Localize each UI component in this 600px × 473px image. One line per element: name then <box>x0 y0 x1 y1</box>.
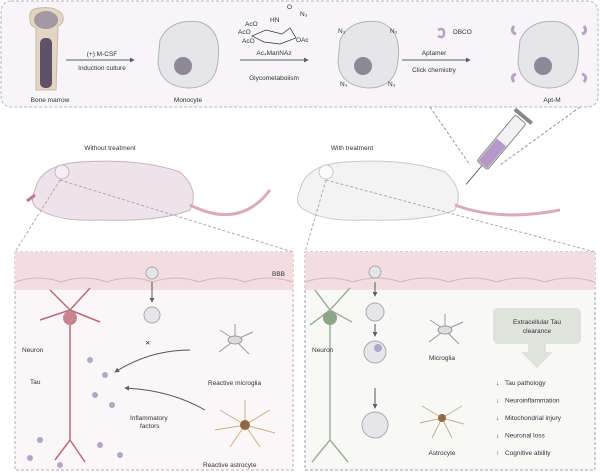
without-treatment-panel: BBB ✕ Neuron Tau Reactive microglia Infl… <box>14 251 294 471</box>
syringe-icon <box>465 107 533 185</box>
azide-cell-icon: N₃ N₃ N₃ N₃ <box>337 20 400 89</box>
step3-label: Aptamer <box>422 50 447 57</box>
chem-label: N₃ <box>300 11 308 18</box>
microglia-label: Microglia <box>429 355 455 362</box>
apt-m-uptake-sequence <box>361 265 389 439</box>
zoom-guide <box>429 106 581 166</box>
inflammatory-factors-label-2: factors <box>140 423 160 430</box>
astrocyte-label: Astrocyte <box>428 450 455 457</box>
chem-label: OAc <box>296 37 309 44</box>
outcome-label: Tau pathology <box>505 380 546 387</box>
up-arrow-icon: ↑ <box>496 450 499 457</box>
microglia-icon <box>428 314 464 345</box>
with-treatment-label: With treatment <box>331 145 373 152</box>
monocyte-cell-icon <box>157 20 220 89</box>
reactive-astrocyte-icon <box>214 400 276 448</box>
dbco-label: DBCO <box>453 29 472 36</box>
down-arrow-icon: ↓ <box>496 415 499 422</box>
step2-label: Ac₄ManNAz <box>256 50 291 57</box>
step1-label: (+) M-CSF <box>87 51 118 58</box>
outcome-label: Mitochondrial injury <box>505 415 562 422</box>
reactive-microglia-icon <box>218 324 254 355</box>
bone-marrow-icon <box>29 7 64 91</box>
inflammatory-factors-label: Inflammatory <box>130 415 168 422</box>
outcome-label: Neuronal loss <box>505 433 545 440</box>
apt-m-cell-icon <box>510 20 588 89</box>
clearance-box <box>493 308 581 344</box>
azide-label: N₃ <box>390 28 398 35</box>
neuron-icon <box>309 287 353 463</box>
chem-label: AcO <box>242 38 255 45</box>
without-treatment-label: Without treatment <box>84 145 135 152</box>
azide-label: N₃ <box>388 81 396 88</box>
monocyte-cell-icon <box>143 306 161 324</box>
arrow-icon <box>114 349 191 373</box>
outcome-label: Neuroinflammation <box>505 398 560 405</box>
down-arrow-icon <box>521 344 553 368</box>
bbb-band <box>305 252 595 290</box>
blocked-x-icon: ✕ <box>145 340 150 347</box>
azide-label: N₃ <box>338 28 346 35</box>
chem-label: HN <box>270 17 280 24</box>
arrow-icon <box>124 385 206 411</box>
astrocyte-icon <box>419 405 465 439</box>
mouse-untreated-icon <box>26 160 272 221</box>
outcome-label: Cognitive ability <box>505 450 551 457</box>
neuron-label: Neuron <box>312 347 334 354</box>
azide-label: N₃ <box>340 81 348 88</box>
monocyte-label: Monocyte <box>174 97 203 104</box>
bbb-label: BBB <box>272 271 285 278</box>
chem-label: AcO <box>245 21 258 28</box>
clearance-label-2: clearance <box>523 328 552 335</box>
chem-label: AcO <box>238 29 251 36</box>
outcome-list: ↓ Tau pathology ↓ Neuroinflammation ↓ Mitocho… <box>496 380 562 457</box>
tau-aggregates <box>27 357 123 468</box>
clearance-label: Extracellular Tau <box>513 319 561 326</box>
chem-label: O <box>287 4 292 11</box>
down-arrow-icon: ↓ <box>496 433 499 440</box>
down-arrow-icon: ↓ <box>496 380 499 387</box>
with-treatment-panel: Neuron Microglia Astrocyte Extracellular… <box>304 251 596 471</box>
apt-m-cell-icon <box>145 266 159 280</box>
aptamer-icon <box>437 27 446 39</box>
zoom-guide <box>14 179 596 253</box>
tau-label: Tau <box>30 379 41 386</box>
mouse-treated-icon <box>296 160 561 221</box>
neuron-icon <box>39 287 101 463</box>
bone-marrow-label: Bone marrow <box>31 97 70 104</box>
step3-sublabel: Click chemistry <box>412 67 456 74</box>
neuron-label: Neuron <box>22 347 44 354</box>
reactive-microglia-label: Reactive microglia <box>208 380 261 387</box>
ac4mannaz-structure: AcO AcO AcO HN O N₃ OAc <box>238 4 309 45</box>
preparation-panel <box>0 0 599 108</box>
apt-m-label: Apt-M <box>543 97 560 104</box>
down-arrow-icon: ↓ <box>496 398 499 405</box>
step2-sublabel: Glycometabolism <box>249 75 299 82</box>
step1-sublabel: Induction culture <box>78 65 126 72</box>
reactive-astrocyte-label: Reactive astrocyte <box>203 462 257 469</box>
